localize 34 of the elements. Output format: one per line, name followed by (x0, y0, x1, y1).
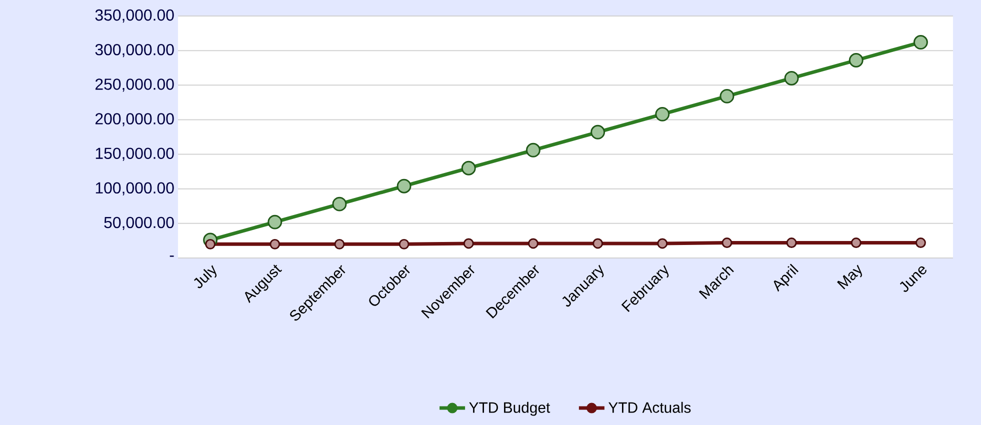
y-tick-label: 50,000.00 (104, 216, 174, 230)
point (270, 238, 280, 250)
y-tick-label: - (170, 256, 174, 257)
x-tick-label: July (194, 265, 217, 288)
point (592, 238, 604, 249)
point (655, 106, 670, 122)
point (268, 214, 282, 230)
legend-label: YTD Actuals (608, 402, 691, 413)
point (463, 238, 474, 249)
y-tick-label: 350,000.00 (95, 9, 174, 23)
point (784, 71, 799, 86)
point (396, 178, 412, 194)
point (398, 238, 410, 250)
y-tick-label: 200,000.00 (96, 113, 174, 126)
point (332, 196, 347, 212)
legend-label: YTD Budget (469, 402, 550, 416)
point (526, 142, 540, 158)
point (722, 238, 732, 248)
point (720, 88, 734, 104)
point (850, 238, 862, 248)
point (461, 160, 476, 176)
point (334, 238, 345, 250)
y-tick-label: 300,000.00 (95, 44, 174, 58)
point (915, 238, 926, 248)
y-tick-label: 250,000.00 (96, 78, 174, 92)
point (657, 238, 668, 249)
y-tick-label: 100,000.00 (96, 182, 174, 196)
x-tick-label: May (837, 264, 862, 290)
point (913, 35, 928, 50)
point (786, 238, 797, 248)
y-tick-label: 150,000.00 (96, 148, 174, 161)
point (848, 53, 864, 68)
point (528, 238, 538, 249)
point (590, 124, 606, 140)
